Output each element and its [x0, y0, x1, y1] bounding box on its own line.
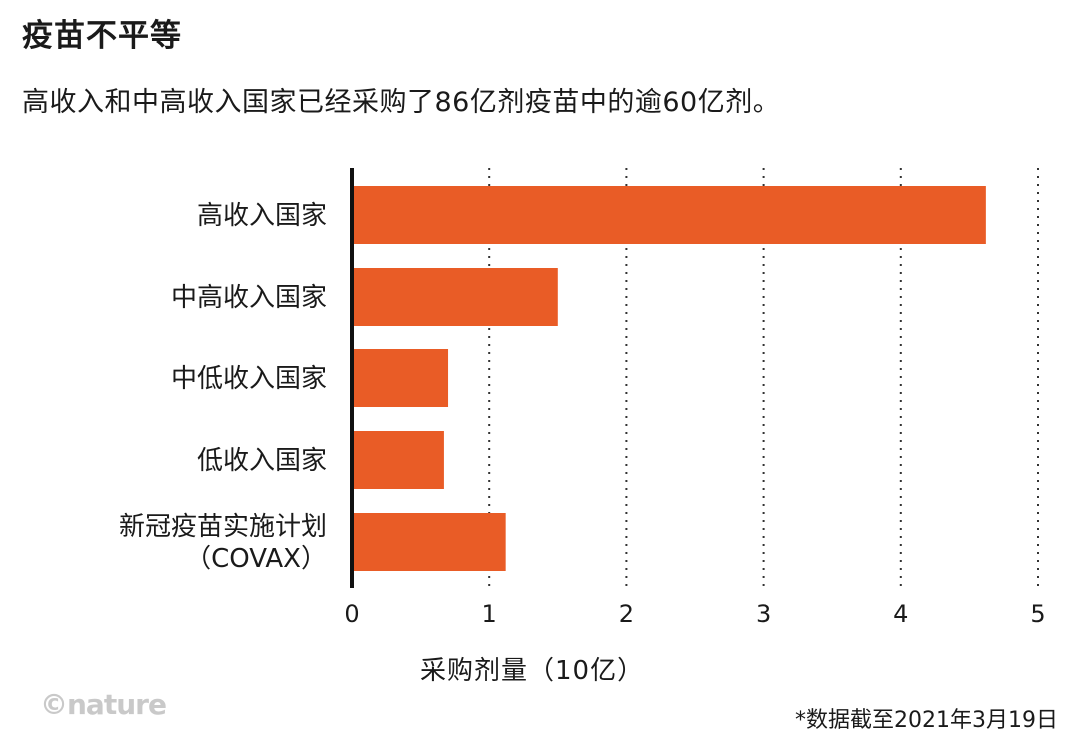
x-tick-label-1: 1: [482, 600, 497, 628]
x-tick-label-4: 4: [893, 600, 908, 628]
category-label-2: 中低收入国家: [171, 364, 327, 394]
category-label-4-line-1: （COVAX）: [185, 544, 327, 574]
bar-0: [352, 186, 986, 244]
x-tick-label-5: 5: [1030, 600, 1045, 628]
chart-title: 疫苗不平等: [22, 18, 182, 54]
bar-3: [352, 431, 444, 489]
nature-logo: ©nature: [40, 688, 167, 721]
category-label-0: 高收入国家: [197, 201, 327, 231]
category-label-4-line-0: 新冠疫苗实施计划: [119, 512, 327, 542]
bar-1: [352, 268, 558, 326]
footnote: *数据截至2021年3月19日: [795, 708, 1058, 733]
bar-2: [352, 349, 449, 407]
bar-4: [352, 513, 506, 571]
x-tick-label-0: 0: [344, 600, 359, 628]
category-label-1: 中高收入国家: [171, 283, 327, 313]
x-tick-label-3: 3: [756, 600, 771, 628]
category-label-3: 低收入国家: [197, 446, 327, 476]
x-tick-label-2: 2: [619, 600, 634, 628]
x-axis-label: 采购剂量（10亿）: [420, 656, 645, 686]
chart-subtitle: 高收入和中高收入国家已经采购了86亿剂疫苗中的逾60亿剂。: [22, 87, 781, 118]
